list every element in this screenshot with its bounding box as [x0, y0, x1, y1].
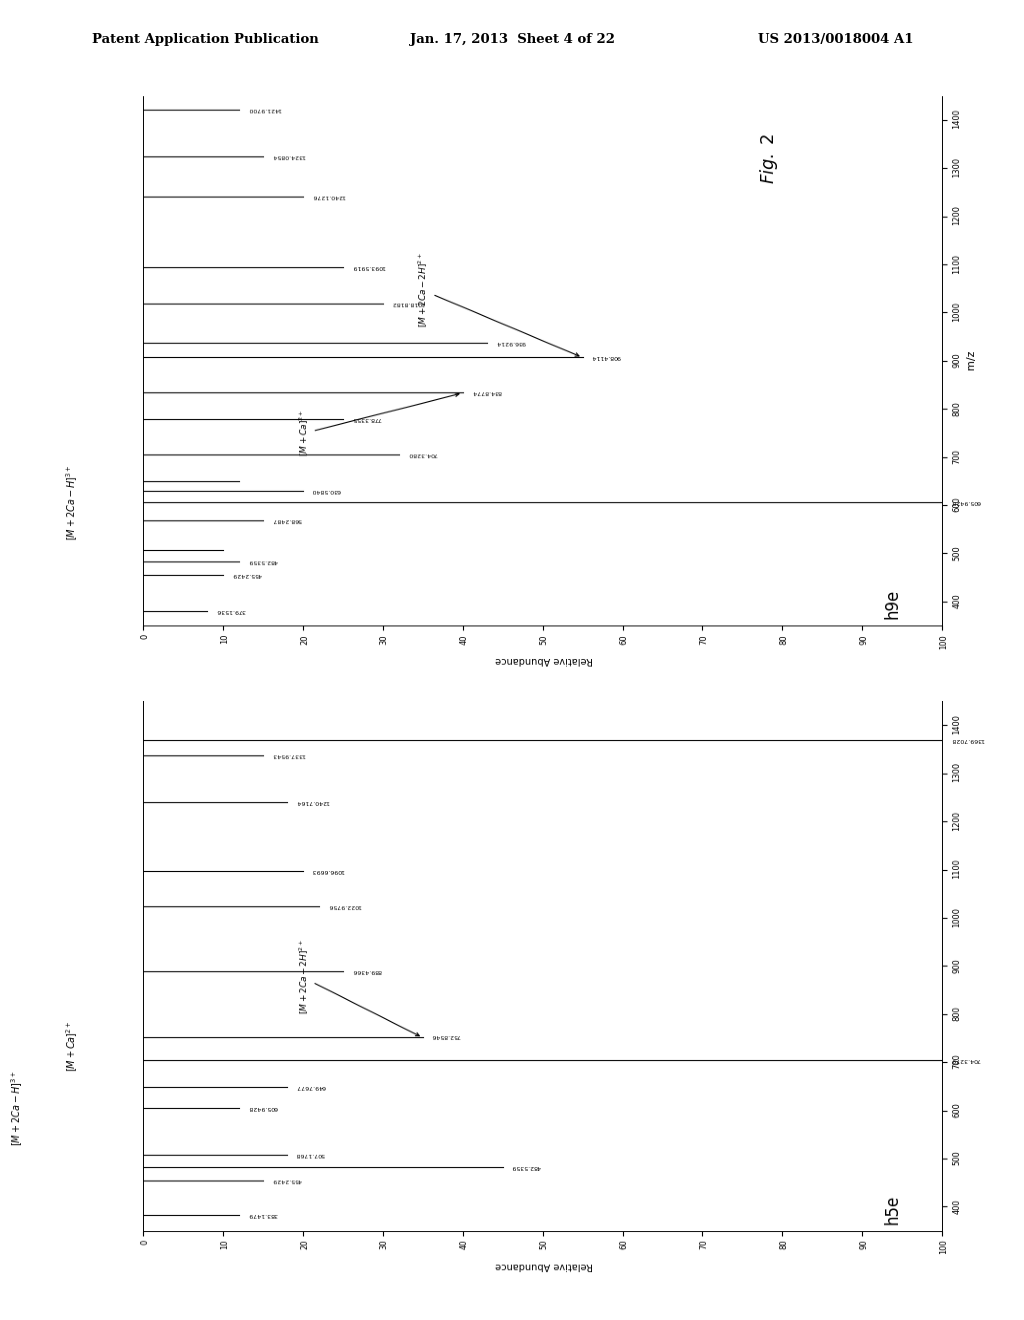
Text: US 2013/0018004 A1: US 2013/0018004 A1 [758, 33, 913, 46]
Text: Jan. 17, 2013  Sheet 4 of 22: Jan. 17, 2013 Sheet 4 of 22 [410, 33, 614, 46]
Text: Patent Application Publication: Patent Application Publication [92, 33, 318, 46]
